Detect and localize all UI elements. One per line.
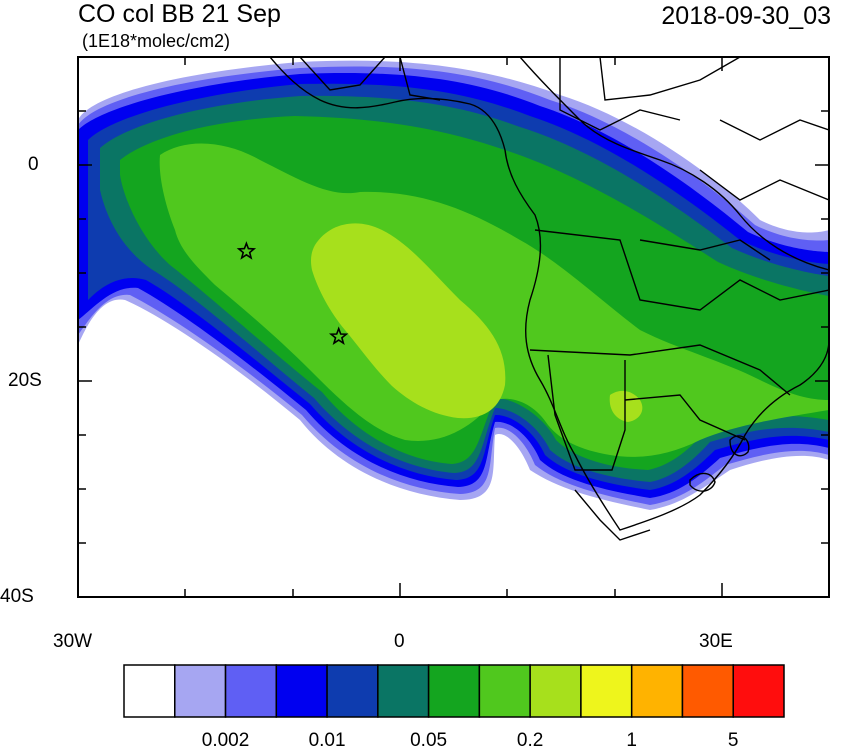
colorbar-tick-label: 0.2 [516,730,544,751]
colorbar-swatch [427,664,481,718]
colorbar-tick-label: 5 [727,730,739,751]
lon-label-0: 0 [394,631,405,652]
co-concentration-field [78,57,829,597]
colorbar-swatch [275,664,328,718]
site-markers [236,241,349,346]
lon-label-30e: 30E [699,631,733,652]
star-marker [328,326,349,346]
colorbar-swatch [478,664,531,718]
colorbar [123,664,785,718]
colorbar-swatch [123,664,176,718]
lat-label-20s: 20S [8,370,42,391]
colorbar-swatch [732,664,785,718]
colorbar-tick-label: 0.002 [201,730,250,751]
colorbar-swatch [529,664,582,718]
colorbar-tick-label: 0.01 [308,730,346,751]
units-label: (1E18*molec/cm2) [82,31,231,51]
lat-label-40s: 40S [0,586,34,607]
lon-label-30w: 30W [53,631,93,652]
colorbar-swatch [580,664,633,718]
colorbar-swatch [377,664,430,718]
colorbar-swatch [174,664,227,718]
colorbar-swatch [630,664,684,718]
country-borders [269,57,829,541]
map-title: CO col BB 21 Sep [78,0,281,28]
colorbar-swatch [681,664,734,718]
lat-ticks [78,110,829,544]
lon-ticks [184,57,723,597]
colorbar-tick-label: 1 [626,730,637,751]
lat-label-0: 0 [28,154,39,175]
colorbar-tick-label: 0.05 [410,730,448,751]
star-marker [236,241,257,260]
colorbar-swatch [326,664,379,718]
timestamp: 2018-09-30_03 [661,2,831,30]
colorbar-swatch [224,664,278,718]
